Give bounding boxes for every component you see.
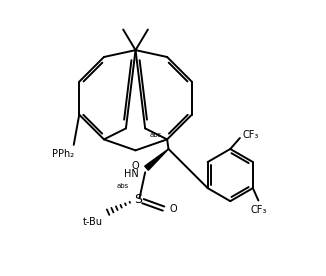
Text: PPh₂: PPh₂ [52,150,74,160]
Text: CF₃: CF₃ [243,130,259,140]
Polygon shape [145,149,169,170]
Text: abs: abs [117,183,129,189]
Text: O: O [169,204,177,214]
Text: S: S [134,193,142,206]
Text: t-Bu: t-Bu [82,217,103,227]
Text: HN: HN [124,169,138,179]
Text: CF₃: CF₃ [250,205,267,215]
Text: O: O [131,161,139,171]
Text: abs: abs [150,132,162,138]
